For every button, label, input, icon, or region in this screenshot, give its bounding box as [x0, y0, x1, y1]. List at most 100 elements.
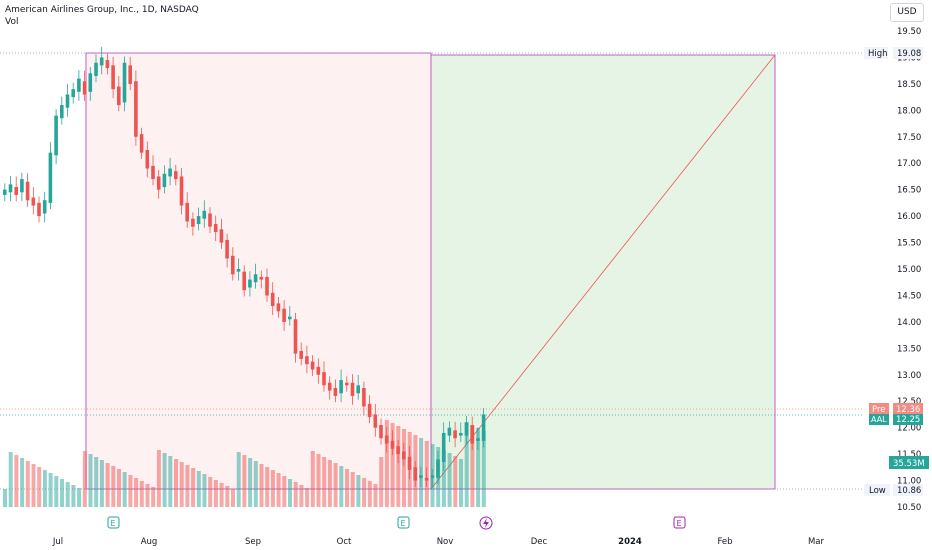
candle-body	[356, 385, 360, 394]
volume-badge: 35.53M	[889, 456, 929, 469]
volume-bar	[94, 457, 99, 507]
price-tick: 19.50	[897, 27, 921, 37]
volume-bar	[316, 454, 321, 507]
volume-bar	[231, 489, 235, 507]
volume-bar	[367, 481, 372, 507]
candle-body	[99, 57, 104, 66]
price-tick: 15.50	[897, 239, 921, 249]
volume-bar	[305, 488, 310, 507]
price-tick: 17.00	[897, 159, 921, 169]
volume-bar	[37, 467, 42, 507]
time-tick: Oct	[337, 537, 352, 547]
candle-body	[105, 60, 110, 69]
volume-bar	[345, 469, 349, 507]
time-tick: Feb	[717, 537, 732, 547]
svg-text:E: E	[677, 519, 682, 528]
volume-bar	[48, 473, 53, 507]
candle-body	[270, 292, 275, 307]
volume-bar	[447, 453, 452, 507]
candle-body	[288, 316, 292, 320]
last-price-badge: AAL 12.25	[869, 414, 923, 425]
volume-bar	[225, 486, 230, 507]
symbol-legend[interactable]: American Airlines Group, Inc., 1D, NASDA…	[5, 4, 199, 28]
volume-bar	[288, 479, 292, 507]
price-tick: 14.00	[897, 318, 921, 328]
earnings-marker-oct[interactable]: E	[397, 516, 410, 529]
candle-body	[213, 224, 218, 232]
svg-text:High: High	[868, 49, 888, 59]
volume-bar	[128, 475, 133, 507]
candle-body	[407, 456, 412, 470]
volume-bar	[282, 476, 287, 507]
volume-bar	[156, 450, 161, 507]
volume-bar	[31, 464, 36, 507]
candle-body	[253, 274, 258, 283]
candle-body	[65, 94, 70, 108]
candle-body	[54, 115, 58, 156]
candle-body	[185, 202, 189, 222]
candle-body	[225, 239, 229, 259]
candle-body	[31, 197, 36, 206]
volume-bar	[253, 461, 258, 507]
volume-bar	[174, 459, 178, 507]
candle-body	[117, 86, 121, 106]
candle-body	[299, 350, 303, 359]
candle-body	[14, 187, 18, 195]
volume-bar	[219, 483, 224, 507]
candle-body	[447, 427, 452, 436]
candle-body	[3, 189, 7, 195]
volume-bar	[270, 470, 275, 507]
volume-bar	[259, 464, 264, 507]
volume-bar	[20, 458, 25, 507]
candle-body	[111, 65, 115, 90]
candle-body	[60, 105, 64, 119]
candle-body	[42, 200, 47, 214]
candle-body	[265, 276, 269, 296]
price-axis[interactable]: 19.5019.0018.5018.0017.5017.0016.5016.00…	[897, 27, 921, 513]
candle-body	[390, 440, 395, 449]
earnings-marker-jul[interactable]: E	[107, 516, 120, 529]
volume-bar	[145, 484, 150, 507]
time-axis[interactable]: Jul Aug Sep Oct Nov Dec 2024 Feb Mar	[52, 537, 825, 547]
volume-bar	[476, 428, 481, 507]
lightning-icon[interactable]	[479, 516, 493, 530]
volume-bar	[213, 480, 218, 507]
volume-bar	[77, 488, 82, 507]
volume-bar	[402, 429, 406, 507]
volume-label[interactable]: Vol	[5, 17, 19, 27]
candle-body	[162, 173, 167, 188]
candle-body	[122, 62, 127, 103]
price-tick: 15.00	[897, 265, 921, 275]
volume-bar	[481, 431, 486, 507]
candle-body	[208, 213, 212, 227]
volume-bar	[390, 423, 395, 507]
price-tick: 16.50	[897, 186, 921, 196]
volume-bar	[350, 472, 355, 507]
candle-body	[179, 176, 184, 206]
candle-body	[384, 435, 389, 444]
candle-body	[248, 279, 252, 288]
candle-body	[20, 179, 24, 193]
time-tick: Aug	[141, 537, 158, 547]
volume-bar	[379, 457, 384, 507]
volume-bar	[162, 453, 167, 507]
svg-text:Low: Low	[869, 486, 886, 496]
candle-body	[128, 65, 132, 84]
earnings-marker-jan[interactable]: E	[673, 516, 686, 529]
currency-button[interactable]: USD	[890, 3, 924, 22]
time-tick: Nov	[437, 537, 454, 547]
volume-bar	[236, 452, 241, 507]
svg-text:E: E	[401, 519, 406, 528]
candle-body	[156, 176, 161, 190]
volume-bar	[453, 456, 458, 507]
symbol-title[interactable]: American Airlines Group, Inc., 1D, NASDA…	[5, 5, 199, 15]
price-tick: 10.50	[897, 503, 921, 513]
candle-body	[202, 210, 207, 219]
candle-body	[379, 425, 383, 439]
volume-bar	[8, 452, 13, 507]
price-tick: 18.50	[897, 80, 921, 90]
candle-body	[367, 403, 372, 418]
price-tick: 14.50	[897, 291, 921, 301]
candle-body	[293, 319, 298, 354]
